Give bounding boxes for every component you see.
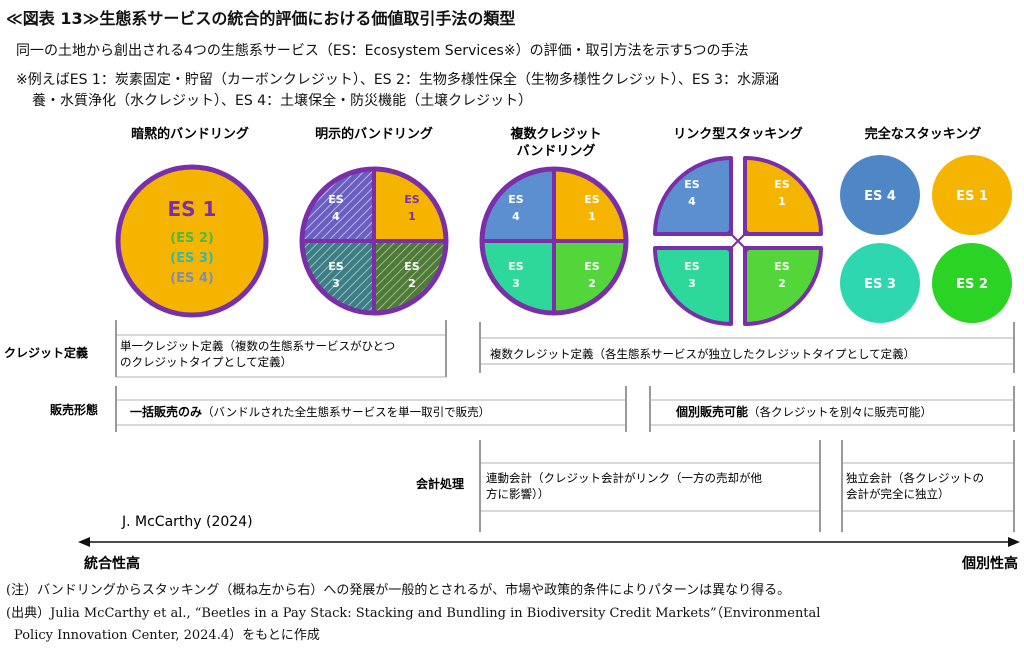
linked-stacking-circle: ES 4 ES 1 ES 3 ES 2 xyxy=(653,156,823,326)
es2-num: 2 xyxy=(778,277,786,290)
es3-label: (ES 3) xyxy=(170,251,214,266)
explicit-bundling-circle: ES 4 ES 1 ES 3 ES 2 xyxy=(299,166,449,316)
multi-credit-bundling-circle: ES 4 ES 1 ES 3 ES 2 xyxy=(479,166,629,316)
es3-num: 3 xyxy=(512,277,520,290)
es3-num: 3 xyxy=(332,277,340,290)
es1-num: 1 xyxy=(588,210,596,223)
full-stacking-circles: ES 4 ES 1 ES 3 ES 2 xyxy=(840,155,1012,323)
es3-num: 3 xyxy=(688,277,696,290)
axis-label-left: 統合性高 xyxy=(84,555,140,572)
linked-accounting-text-2: 方に影響）） xyxy=(486,487,549,501)
es2-text: ES xyxy=(404,260,420,273)
es4-num: 4 xyxy=(512,210,520,223)
independent-accounting-text-2: 会計が完全に独立） xyxy=(846,487,950,501)
es1-num: 1 xyxy=(408,210,416,223)
example-line-1: ※例えばES 1：炭素固定・貯留（カーボンクレジット）、ES 2：生物多様性保全… xyxy=(16,72,779,88)
method-label-multi-credit-bundling-l1: 複数クレジット xyxy=(509,126,601,142)
arrow-right-icon xyxy=(1008,537,1020,547)
es1-text: ES xyxy=(404,193,420,206)
lump-sale-box: 一括販売のみ（バンドルされた全生態系サービスを単一取引で販売） xyxy=(115,386,627,432)
single-credit-text-2: のクレジットタイプとして定義） xyxy=(120,355,292,369)
es4-label: ES 4 xyxy=(864,189,896,204)
es1-label: ES 1 xyxy=(168,197,217,221)
example-line-2: 養・水質浄化（水クレジット）、ES 4：土壌保全・防災機能（土壌クレジット） xyxy=(32,93,533,109)
single-credit-box: 単一クレジット定義（複数の生態系サービスがひとつ のクレジットタイプとして定義） xyxy=(115,320,447,378)
single-credit-text-1: 単一クレジット定義（複数の生態系サービスがひとつ xyxy=(120,339,395,353)
multi-credit-box: 複数クレジット定義（各生態系サービスが独立したクレジットタイプとして定義） xyxy=(479,322,1015,373)
multi-credit-text: 複数クレジット定義（各生態系サービスが独立したクレジットタイプとして定義） xyxy=(490,347,915,361)
method-label-multi-credit-bundling-l2: バンドリング xyxy=(517,143,596,159)
separate-sale-rest: （各クレジットを別々に販売可能） xyxy=(748,405,932,419)
separate-sale-box: 個別販売可能（各クレジットを別々に販売可能） xyxy=(649,386,1015,432)
es2-num: 2 xyxy=(408,277,416,290)
es4-num: 4 xyxy=(332,210,340,223)
row-label-accounting: 会計処理 xyxy=(416,476,464,491)
es1-label: ES 1 xyxy=(956,189,988,204)
es3-text: ES xyxy=(328,260,344,273)
es2-num: 2 xyxy=(588,277,596,290)
source-line-1: (出典）Julia McCarthy et al., “Beetles in a… xyxy=(6,606,821,621)
linked-accounting-box: 連動会計（クレジット会計がリンク（一方の売却が他 方に影響）） xyxy=(479,440,821,532)
svg-text:個別販売可能（各クレジットを別々に販売可能）: 個別販売可能（各クレジットを別々に販売可能） xyxy=(675,404,932,419)
es3-label: ES 3 xyxy=(864,277,896,292)
page-title: ≪図表 13≫生態系サービスの統合的評価における価値取引手法の類型 xyxy=(6,9,516,28)
implicit-bundling-circle: ES 1 (ES 2) (ES 3) (ES 4) xyxy=(115,164,269,318)
es4-text: ES xyxy=(684,178,700,191)
arrow-left-icon xyxy=(78,537,90,547)
es4-label: (ES 4) xyxy=(170,271,214,286)
es4-num: 4 xyxy=(688,195,696,208)
method-label-full-stacking: 完全なスタッキング xyxy=(865,126,982,142)
es4-text: ES xyxy=(508,193,524,206)
author-credit: J. McCarthy (2024) xyxy=(121,514,253,530)
lump-sale-bold: 一括販売のみ xyxy=(130,404,202,419)
footnote: (注）バンドリングからスタッキング（概ね左から右）への発展が一般的とされるが、市… xyxy=(6,583,791,598)
example-note: ※例えばES 1：炭素固定・貯留（カーボンクレジット）、ES 2：生物多様性保全… xyxy=(16,70,1016,112)
svg-text:一括販売のみ（バンドルされた全生態系サービスを単一取引で販売: 一括販売のみ（バンドルされた全生態系サービスを単一取引で販売） xyxy=(130,404,490,419)
method-label-linked-stacking: リンク型スタッキング xyxy=(673,126,803,142)
row-label-credit-definition: クレジット定義 xyxy=(4,345,88,360)
es2-text: ES xyxy=(774,260,790,273)
independent-accounting-box: 独立会計（各クレジットの 会計が完全に独立） xyxy=(841,440,1015,532)
es1-text: ES xyxy=(584,193,600,206)
es1-num: 1 xyxy=(778,195,786,208)
integration-axis xyxy=(78,537,1020,547)
es3-text: ES xyxy=(508,260,524,273)
source-line-2: Policy Innovation Center, 2024.4）をもとに作成 xyxy=(14,628,320,643)
linked-accounting-text-1: 連動会計（クレジット会計がリンク（一方の売却が他 xyxy=(486,471,762,485)
es2-label: (ES 2) xyxy=(170,231,214,246)
lump-sale-rest: （バンドルされた全生態系サービスを単一取引で販売） xyxy=(202,405,490,419)
method-label-implicit-bundling: 暗黙的バンドリング xyxy=(131,126,249,142)
es2-text: ES xyxy=(584,260,600,273)
es2-label: ES 2 xyxy=(956,277,988,292)
row-label-sales-form: 販売形態 xyxy=(50,402,98,417)
page-subtitle: 同一の土地から創出される4つの生態系サービス（ES：Ecosystem Serv… xyxy=(16,43,749,59)
es4-text: ES xyxy=(328,193,344,206)
separate-sale-bold: 個別販売可能 xyxy=(675,404,748,419)
axis-label-right: 個別性高 xyxy=(961,555,1018,572)
independent-accounting-text-1: 独立会計（各クレジットの xyxy=(846,471,984,485)
es3-text: ES xyxy=(684,260,700,273)
es1-text: ES xyxy=(774,178,790,191)
method-label-explicit-bundling: 明示的バンドリング xyxy=(315,126,433,142)
